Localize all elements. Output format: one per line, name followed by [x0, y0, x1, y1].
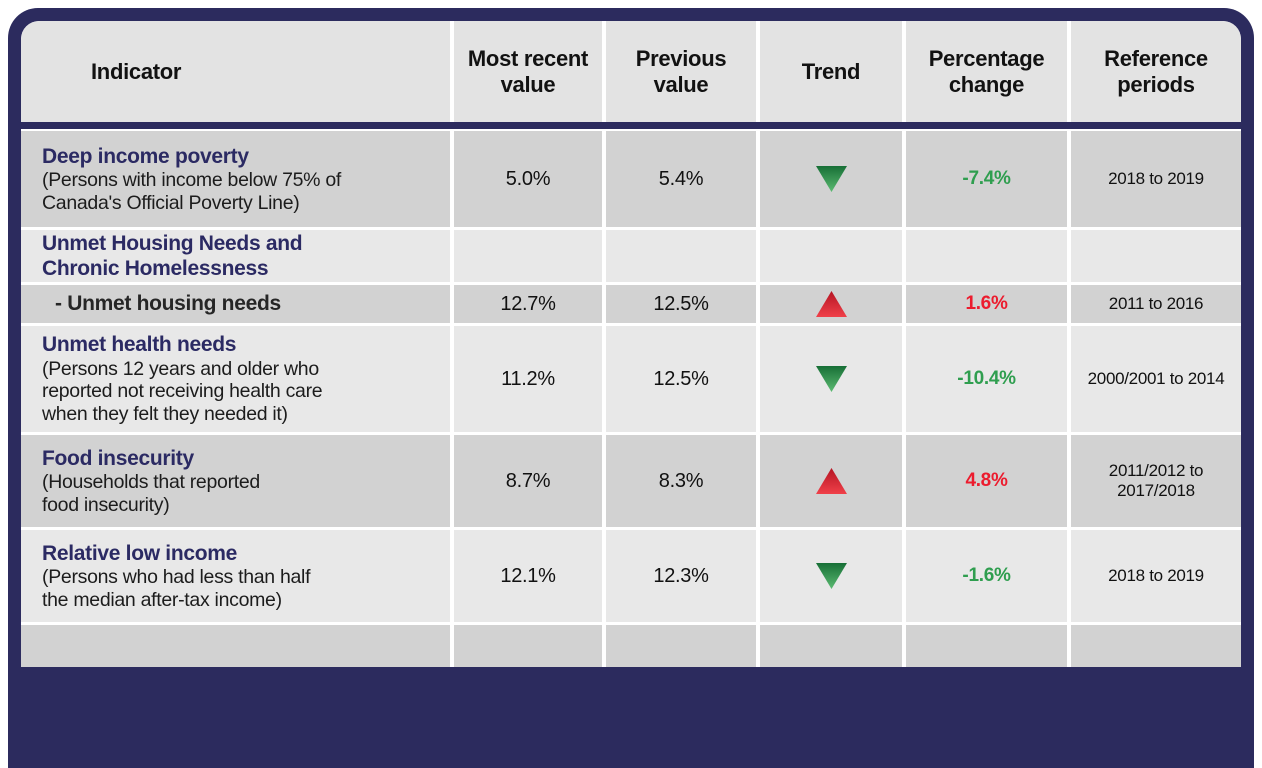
table-row-deep-income-poverty: Deep income poverty (Persons with income… — [21, 131, 1241, 227]
trend-up-icon — [815, 291, 847, 317]
percentage-change: -10.4% — [906, 326, 1067, 432]
reference-periods: 2011/2012 to 2017/2018 — [1071, 435, 1241, 527]
most-recent-value: 12.7% — [454, 285, 602, 323]
indicators-table: Indicator Most recent value Previous val… — [21, 21, 1241, 667]
table-row-unmet-health-needs: Unmet health needs (Persons 12 years and… — [21, 326, 1241, 432]
indicator-cell: Unmet Housing Needs and Chronic Homeless… — [21, 230, 450, 282]
column-header-reference-periods: Reference periods — [1071, 21, 1241, 122]
reference-periods: 2018 to 2019 — [1071, 131, 1241, 227]
previous-value — [606, 625, 756, 667]
trend-down-icon — [815, 366, 847, 392]
column-header-most-recent-value: Most recent value — [454, 21, 602, 122]
most-recent-value — [454, 230, 602, 282]
most-recent-value: 12.1% — [454, 530, 602, 622]
percentage-change — [906, 625, 1067, 667]
trend-cell — [760, 435, 902, 527]
table-row-unmet-housing-group: Unmet Housing Needs and Chronic Homeless… — [21, 230, 1241, 282]
previous-value: 8.3% — [606, 435, 756, 527]
percentage-change: -1.6% — [906, 530, 1067, 622]
table-header-row: Indicator Most recent value Previous val… — [21, 21, 1241, 122]
indicator-description: (Persons 12 years and older who reported… — [42, 357, 323, 425]
most-recent-value — [454, 625, 602, 667]
indicator-title: Unmet health needs — [42, 333, 237, 357]
trend-down-icon — [815, 166, 847, 192]
indicator-title: Relative low income — [42, 541, 238, 565]
most-recent-value: 11.2% — [454, 326, 602, 432]
previous-value: 5.4% — [606, 131, 756, 227]
indicator-title: Unmet Housing Needs and Chronic Homeless… — [42, 231, 303, 280]
header-divider — [21, 122, 1241, 129]
reference-periods: 2018 to 2019 — [1071, 530, 1241, 622]
trend-cell — [760, 285, 902, 323]
table-row-unmet-housing-needs: - Unmet housing needs 12.7% 12.5% 1.6% 2… — [21, 285, 1241, 323]
trend-up-icon — [815, 468, 847, 494]
most-recent-value: 8.7% — [454, 435, 602, 527]
indicator-description: (Households that reported food insecurit… — [42, 470, 260, 516]
partial-row — [21, 625, 1241, 667]
indicator-cell — [21, 625, 450, 667]
column-header-indicator: Indicator — [21, 21, 450, 122]
previous-value: 12.5% — [606, 285, 756, 323]
table-row-food-insecurity: Food insecurity (Households that reporte… — [21, 435, 1241, 527]
indicator-description: (Persons who had less than half the medi… — [42, 565, 311, 611]
trend-down-icon — [815, 563, 847, 589]
indicator-cell: - Unmet housing needs — [21, 285, 450, 323]
percentage-change: 4.8% — [906, 435, 1067, 527]
trend-cell — [760, 326, 902, 432]
table-row-relative-low-income: Relative low income (Persons who had les… — [21, 530, 1241, 622]
indicator-description: (Persons with income below 75% of Canada… — [42, 168, 341, 214]
reference-periods — [1071, 625, 1241, 667]
indicator-title: Food insecurity — [42, 446, 194, 470]
reference-periods: 2000/2001 to 2014 — [1071, 326, 1241, 432]
table-body: Deep income poverty (Persons with income… — [21, 129, 1241, 667]
indicator-cell: Food insecurity (Households that reporte… — [21, 435, 450, 527]
indicator-title: Deep income poverty — [42, 144, 249, 168]
percentage-change — [906, 230, 1067, 282]
reference-periods — [1071, 230, 1241, 282]
column-header-percentage-change: Percentage change — [906, 21, 1067, 122]
previous-value — [606, 230, 756, 282]
trend-cell — [760, 131, 902, 227]
reference-periods: 2011 to 2016 — [1071, 285, 1241, 323]
table-frame: Indicator Most recent value Previous val… — [8, 8, 1254, 768]
indicator-cell: Relative low income (Persons who had les… — [21, 530, 450, 622]
most-recent-value: 5.0% — [454, 131, 602, 227]
previous-value: 12.3% — [606, 530, 756, 622]
trend-cell — [760, 625, 902, 667]
percentage-change: 1.6% — [906, 285, 1067, 323]
trend-cell — [760, 530, 902, 622]
indicator-sub-item: - Unmet housing needs — [55, 292, 281, 315]
column-header-trend: Trend — [760, 21, 902, 122]
indicator-cell: Deep income poverty (Persons with income… — [21, 131, 450, 227]
percentage-change: -7.4% — [906, 131, 1067, 227]
previous-value: 12.5% — [606, 326, 756, 432]
trend-cell — [760, 230, 902, 282]
indicator-cell: Unmet health needs (Persons 12 years and… — [21, 326, 450, 432]
column-header-previous-value: Previous value — [606, 21, 756, 122]
